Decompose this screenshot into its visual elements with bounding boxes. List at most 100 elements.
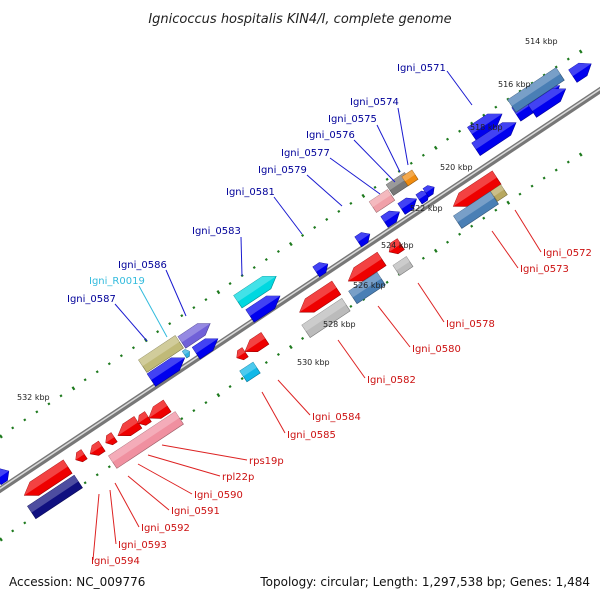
reverse-gene-label: Igni_0590 — [194, 490, 243, 501]
tick-mark — [542, 176, 546, 180]
tick-mark — [530, 184, 534, 188]
forward-gene-label: Igni_0575 — [328, 114, 377, 125]
tick-mark — [361, 193, 366, 198]
tick-mark — [433, 145, 438, 150]
tick-mark — [276, 249, 280, 254]
kbp-tick-label: 522 kbp — [410, 204, 443, 213]
gene-box — [368, 189, 396, 213]
reverse-gene-label: Igni_0585 — [287, 430, 336, 441]
forward-gene-label: Igni_0586 — [118, 260, 167, 271]
tick-mark — [445, 137, 450, 141]
leader-line — [337, 339, 366, 379]
leader-line — [137, 463, 193, 495]
leader-line — [92, 493, 100, 561]
labels-layer: Igni_0571 Igni_0574 Igni_0575 Igni_0576 Igni… — [67, 63, 592, 567]
tick-mark — [276, 352, 280, 357]
tick-mark — [349, 304, 353, 308]
tick-mark — [385, 177, 389, 181]
gene-arrow — [89, 440, 106, 456]
tick-mark — [180, 417, 184, 421]
kbp-tick-label: 528 kbp — [323, 320, 356, 329]
leader-line — [147, 454, 221, 477]
kbp-tick-label: 530 kbp — [297, 358, 330, 367]
reverse-gene-label: Igni_0578 — [446, 319, 495, 330]
reverse-gene-label: Igni_0572 — [543, 248, 592, 259]
gene-arrow — [467, 113, 503, 142]
leader-line — [397, 107, 409, 166]
leader-line — [161, 444, 248, 461]
accession-label: Accession: NC_009776 — [9, 575, 145, 589]
gene-arrow — [471, 122, 517, 156]
reverse-gene-label: rpl22p — [222, 472, 254, 483]
forward-gene-label: Igni_0574 — [350, 97, 399, 108]
genes-layer — [0, 62, 592, 520]
gene-arrow — [452, 170, 502, 207]
tick-mark — [554, 65, 558, 69]
leader-line — [306, 174, 343, 207]
leader-line — [109, 489, 117, 545]
gene-box — [490, 184, 508, 202]
gene-arrow — [347, 251, 387, 282]
tick-mark — [301, 233, 305, 237]
gene-box — [108, 411, 184, 469]
forward-gene-label: Igni_0577 — [281, 148, 330, 159]
tick-mark — [264, 257, 268, 262]
tick-mark — [578, 152, 583, 157]
gene-arrow — [527, 88, 567, 118]
leader-line — [114, 482, 140, 528]
gene-arrow — [181, 349, 190, 359]
tick-mark — [458, 232, 462, 236]
tick-mark — [554, 168, 558, 172]
kbp-tick-label: 520 kbp — [440, 163, 473, 172]
tick-mark — [566, 160, 570, 164]
genome-summary-label: Topology: circular; Length: 1,297,538 bp… — [259, 575, 590, 589]
gene-arrow — [137, 411, 152, 426]
tick-mark — [35, 410, 39, 414]
gene-box — [453, 191, 499, 229]
forward-gene-label: Igni_0576 — [306, 130, 355, 141]
tick-mark — [494, 208, 498, 212]
tick-mark — [23, 418, 27, 422]
tick-mark — [337, 209, 341, 213]
tick-mark — [264, 360, 268, 365]
backbone — [0, 86, 600, 494]
tick-mark — [240, 377, 244, 381]
gene-box — [507, 67, 565, 113]
leader-line — [277, 379, 311, 416]
tick-mark — [421, 256, 425, 260]
gene-arrow — [177, 323, 211, 349]
reverse-gene-label: Igni_0573 — [520, 264, 569, 275]
leader-line — [417, 282, 445, 323]
gene-box — [392, 256, 414, 276]
reverse-gene-label: Igni_0580 — [412, 344, 461, 355]
tick-mark — [204, 401, 208, 405]
tick-mark — [409, 161, 413, 165]
tick-mark — [494, 105, 498, 109]
tick-mark — [192, 306, 196, 310]
leader-line — [127, 475, 170, 511]
gene-arrow — [117, 416, 143, 436]
tick-mark — [216, 393, 221, 398]
tick-mark — [228, 282, 232, 286]
kbp-tick-label: 518 kbp — [470, 123, 503, 132]
leader-line — [138, 285, 168, 338]
leader-line — [353, 139, 396, 183]
tick-mark — [107, 362, 111, 366]
leader-line — [165, 269, 187, 317]
tick-mark — [156, 330, 160, 334]
tick-mark — [95, 370, 99, 374]
kbp-labels: 514 kbp 516 kbp 518 kbp 520 kbp 522 kbp 524 k… — [17, 37, 558, 402]
tick-mark — [131, 346, 135, 350]
tick-mark — [458, 129, 462, 133]
reverse-gene-label: Igni_0591 — [171, 506, 220, 517]
tick-mark — [95, 473, 99, 477]
kbp-tick-label: 524 kbp — [381, 241, 414, 250]
tick-mark — [578, 49, 583, 54]
gene-box — [348, 271, 386, 305]
leader-line — [376, 124, 401, 173]
gene-arrow — [380, 210, 400, 228]
gene-arrow — [105, 432, 118, 446]
leader-line — [377, 305, 411, 348]
tick-mark — [83, 481, 87, 485]
